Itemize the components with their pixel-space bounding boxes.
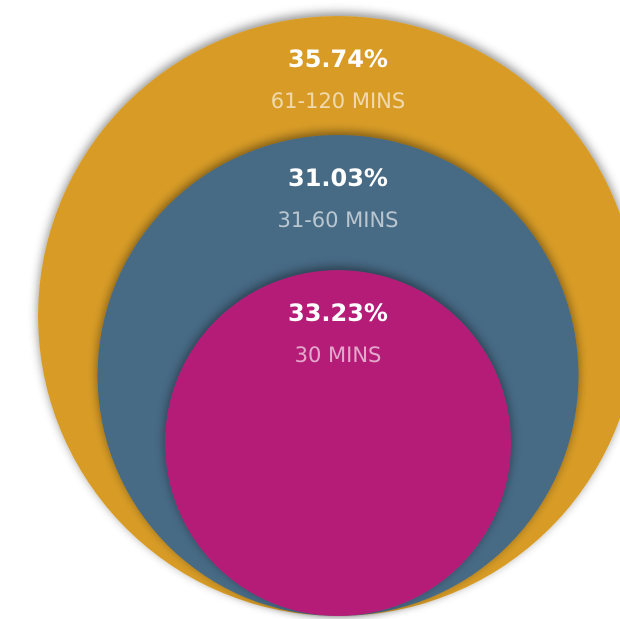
category-label: 30 MINS	[295, 343, 382, 367]
category-label: 61-120 MINS	[271, 89, 405, 113]
value-label: 31.03%	[288, 164, 388, 192]
category-label: 31-60 MINS	[277, 208, 398, 232]
value-label: 33.23%	[288, 299, 388, 327]
value-label: 35.74%	[288, 45, 388, 73]
circle-segment	[165, 270, 511, 616]
